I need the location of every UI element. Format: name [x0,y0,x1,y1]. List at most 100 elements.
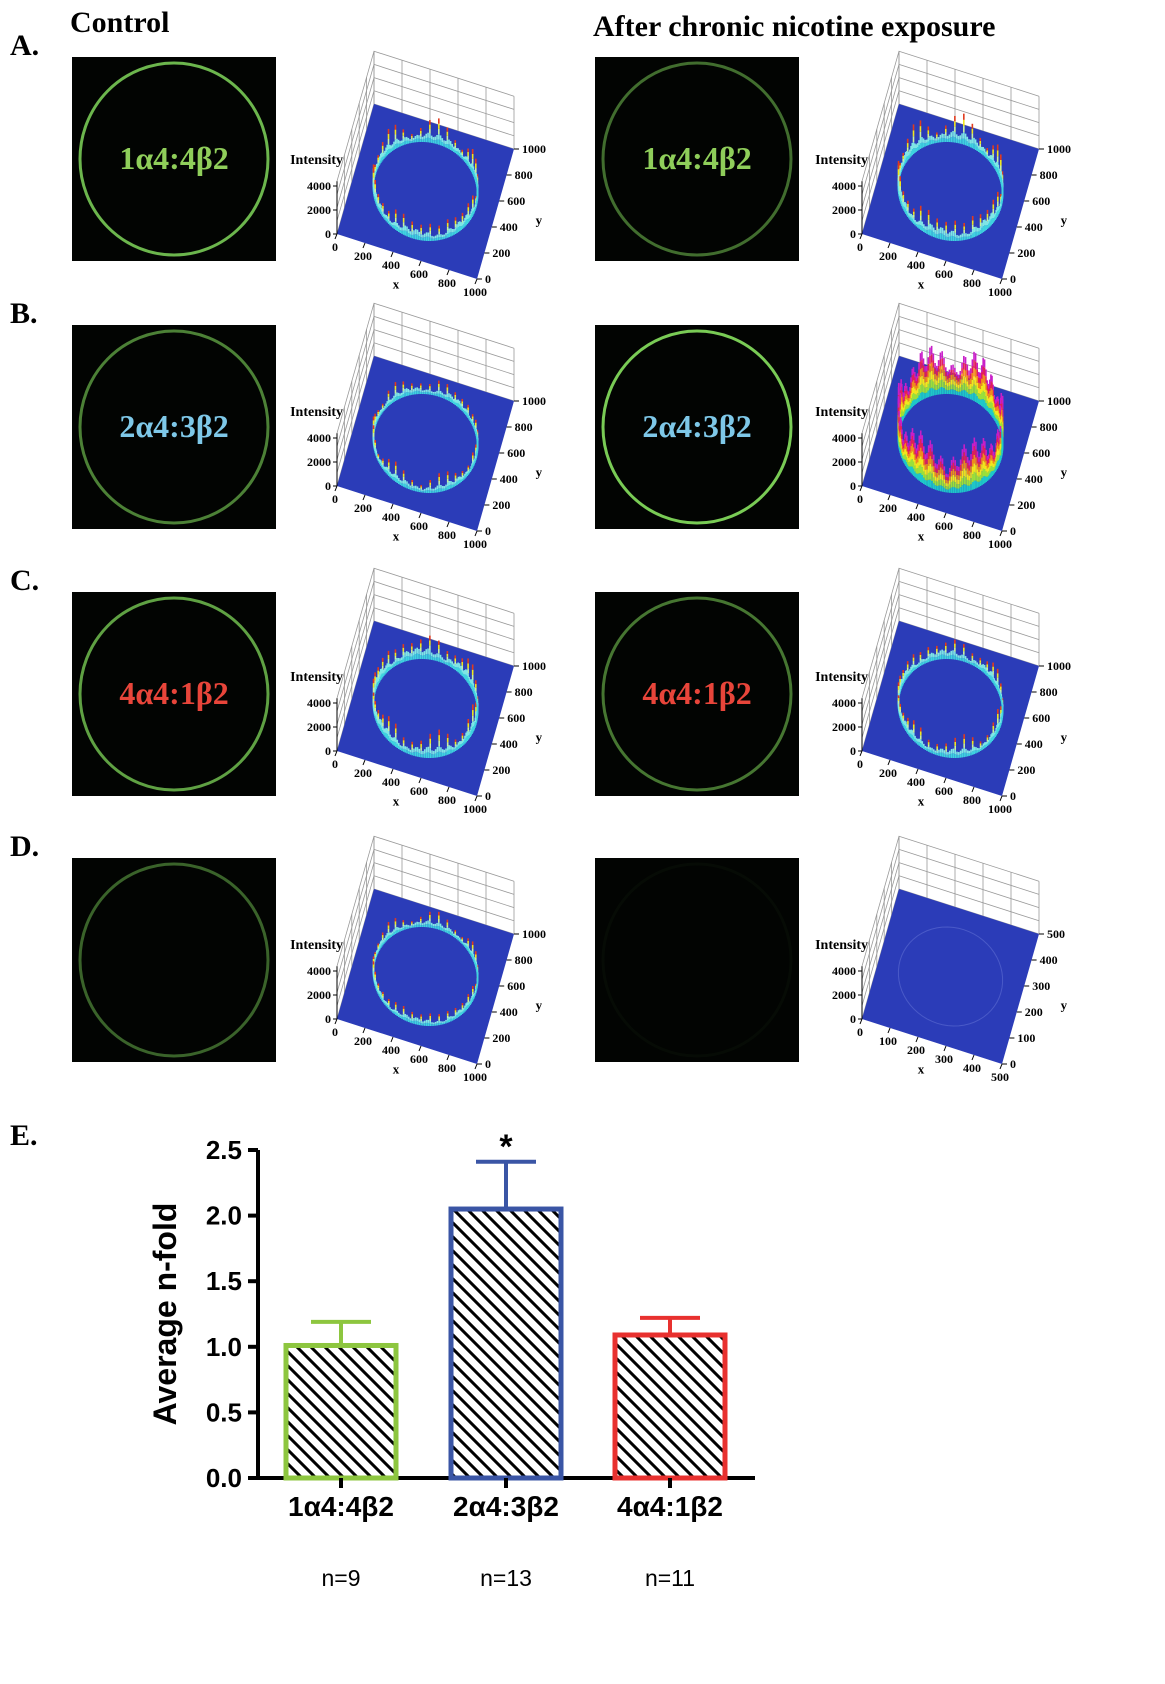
panel-letter: D. [10,830,39,863]
x-tick [362,759,366,766]
x-tick-label: 600 [410,267,428,281]
x-tick [418,512,422,519]
sample-size: n=9 [321,1565,360,1591]
surface-plot: 0200040000200400600800100002004006008001… [815,50,1071,299]
y-tick-label: 1000 [522,394,546,408]
y-axis-label: Average n-fold [147,1203,183,1426]
x-tick-label: 0 [857,240,863,254]
y-tick-label: 800 [515,953,533,967]
y-tick-label: 1000 [522,659,546,673]
x-tick-label: 600 [935,519,953,533]
z-tick-label: 0 [850,1012,856,1026]
x-tick-label: 2α4:3β2 [453,1491,559,1522]
x-tick [474,530,478,537]
bar [283,1342,399,1481]
z-tick-label: 0 [325,227,331,241]
y-tick-label: 1000 [1047,394,1071,408]
floor [337,104,514,279]
y-axis-label: y [1061,998,1068,1013]
column-header: After chronic nicotine exposure [593,10,995,43]
x-tick-label: 400 [907,510,925,524]
x-tick [859,750,863,757]
z-axis-label: Intensity [290,938,343,953]
y-tick-label: 800 [515,168,533,182]
z-tick-label: 4000 [307,179,331,193]
x-tick-label: 0 [857,1025,863,1039]
z-tick-label: 0 [850,479,856,493]
x-tick [474,1063,478,1070]
x-tick-label: 800 [438,528,456,542]
cell-membrane [78,329,270,525]
y-tick-label: 800 [1040,685,1058,699]
cell-membrane [78,61,270,257]
floor [337,356,514,531]
x-tick-label: 800 [963,528,981,542]
z-axis-label: Intensity [815,938,868,953]
x-tick-label: 1α4:4β2 [288,1491,394,1522]
x-tick-label: 400 [907,258,925,272]
y-tick-label: 400 [1025,737,1043,751]
y-tick-label: 200 [1017,763,1035,777]
micrograph-label: 4α4:1β2 [642,675,751,711]
x-axis-label: x [918,276,925,291]
x-tick [971,786,975,793]
sample-size: n=11 [645,1565,695,1591]
x-tick [887,494,891,501]
y-tick-label: 0 [485,524,491,538]
x-tick-label: 0 [857,492,863,506]
x-tick-label: 1000 [463,802,487,816]
cell-membrane [78,862,270,1058]
x-tick-label: 0 [857,757,863,771]
surface-plot: 0200040000200400600800100002004006008001… [290,302,546,551]
x-tick [418,777,422,784]
x-tick-label: 0 [332,240,338,254]
x-tick [362,242,366,249]
x-tick-label: 400 [382,775,400,789]
y-tick-label: 400 [1025,472,1043,486]
micrograph-label: 1α4:4β2 [119,140,228,176]
x-tick-label: 800 [963,276,981,290]
x-tick [999,530,1003,537]
x-tick-label: 200 [879,766,897,780]
y-tick-label: 600 [507,711,525,725]
y-tick-label: 0 [1010,789,1016,803]
y-tick-label: 800 [515,685,533,699]
z-tick-label: 2000 [307,720,331,734]
y-tick-label: 1000 [522,142,546,156]
x-tick-label: 600 [935,267,953,281]
x-tick [390,251,394,258]
x-tick [943,777,947,784]
x-tick [971,521,975,528]
x-axis-label: x [918,1061,925,1076]
y-tick-label: 400 [1040,953,1058,967]
x-tick [915,1036,919,1043]
y-tick-label: 600 [507,979,525,993]
x-tick [334,485,338,492]
x-tick-label: 4α4:1β2 [617,1491,723,1522]
x-tick [859,233,863,240]
z-tick-label: 2000 [307,988,331,1002]
y-tick-label: 1.5 [206,1266,242,1296]
x-tick [418,1045,422,1052]
surface-plot: 0200040000200400600800100002004006008001… [290,50,546,299]
surface-plot: 0200040000200400600800100002004006008001… [290,567,546,816]
z-tick-label: 0 [325,744,331,758]
y-tick-label: 0 [485,272,491,286]
x-tick [915,503,919,510]
z-tick-label: 4000 [832,431,856,445]
y-tick-label: 1000 [1047,659,1071,673]
y-tick-label: 100 [1017,1031,1035,1045]
floor [337,621,514,796]
z-tick-label: 4000 [832,696,856,710]
y-tick-label: 200 [492,1031,510,1045]
y-tick-label: 200 [492,498,510,512]
y-tick-label: 200 [1025,1005,1043,1019]
x-tick [474,795,478,802]
micrograph [72,858,276,1062]
x-tick-label: 200 [354,501,372,515]
x-tick-label: 1000 [463,537,487,551]
x-tick [446,521,450,528]
micrograph-label: 1α4:4β2 [642,140,751,176]
micrograph-label: 2α4:3β2 [119,408,228,444]
micrograph-label: 2α4:3β2 [642,408,751,444]
